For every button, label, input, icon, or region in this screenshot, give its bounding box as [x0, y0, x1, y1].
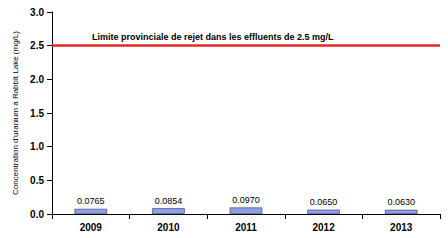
svg-text:2.0: 2.0	[30, 74, 44, 85]
svg-text:Limite provinciale de rejet da: Limite provinciale de rejet dans les eff…	[92, 32, 334, 42]
svg-text:2.5: 2.5	[30, 40, 44, 51]
svg-text:0.0650: 0.0650	[310, 197, 338, 207]
svg-text:2013: 2013	[390, 222, 413, 233]
svg-text:Concentration d'uranium à Rabb: Concentration d'uranium à Rabbit Lake (m…	[11, 31, 20, 195]
svg-text:0.0630: 0.0630	[387, 197, 415, 207]
svg-text:2009: 2009	[80, 222, 103, 233]
svg-text:2011: 2011	[235, 222, 257, 233]
svg-text:0.0765: 0.0765	[77, 196, 105, 206]
svg-text:2010: 2010	[157, 222, 180, 233]
svg-text:0.5: 0.5	[30, 175, 44, 186]
svg-text:1.5: 1.5	[30, 108, 44, 119]
svg-text:2012: 2012	[312, 222, 335, 233]
svg-text:0.0854: 0.0854	[155, 196, 183, 206]
svg-text:0.0: 0.0	[30, 209, 44, 220]
svg-text:3.0: 3.0	[30, 7, 44, 18]
svg-text:0.0970: 0.0970	[232, 195, 260, 205]
svg-text:1.0: 1.0	[30, 141, 44, 152]
